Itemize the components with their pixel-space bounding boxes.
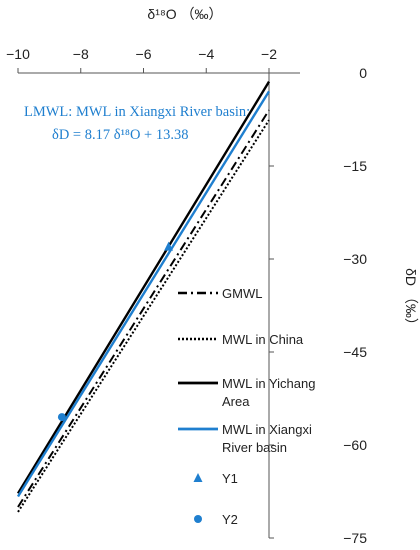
y-axis-title: δD （‰） (403, 268, 419, 332)
legend-label-mwl-in-china: MWL in China (222, 332, 304, 347)
y-tick-label: −15 (343, 158, 367, 174)
series-layer (16, 81, 271, 513)
legend-swatch-y2 (194, 515, 202, 523)
x-tick-label: −2 (261, 46, 277, 62)
series-line-mwl-in-yichang-area (16, 81, 271, 494)
legend-label-y1: Y1 (222, 471, 238, 486)
point-y2 (57, 413, 66, 422)
legend: GMWL MWL in China MWL in Yichang Area MWL in… (178, 286, 315, 527)
legend-label-mwl-in-yichang-area: MWL in Yichang Area (222, 376, 315, 409)
legend-label-gmwl: GMWL (222, 286, 262, 301)
series-line-mwl-in-china (17, 119, 270, 513)
series-line-gmwl (17, 109, 270, 508)
legend-label-y2: Y2 (222, 512, 238, 527)
x-axis-title: δ¹⁸O （‰） (147, 6, 222, 22)
y-tick-label: −30 (343, 251, 367, 267)
x-tick-label: −10 (6, 46, 30, 62)
point-y1 (164, 241, 174, 251)
y-tick-label: 0 (359, 65, 367, 81)
series-line-mwl-in-xiangxi-river-basin (16, 90, 271, 498)
legend-swatch-y1 (193, 473, 203, 482)
equation-label-line1: LMWL: MWL in Xiangxi River basin: (24, 104, 250, 120)
equation-label-line2: δD = 8.17 δ¹⁸O + 13.38 (52, 127, 189, 143)
y-tick-label: −60 (343, 437, 367, 453)
y-tick-label: −45 (343, 344, 367, 360)
legend-label-mwl-in-xiangxi-river-basin: MWL in Xiangxi River basin (222, 422, 312, 455)
axes-group: −10 −8 −6 −4 −2 0 −15 −30 −45 −60 −75 (6, 46, 367, 546)
x-tick-label: −4 (198, 46, 214, 62)
x-tick-label: −6 (136, 46, 152, 62)
y-tick-label: −75 (343, 530, 367, 546)
x-tick-label: −8 (73, 46, 89, 62)
